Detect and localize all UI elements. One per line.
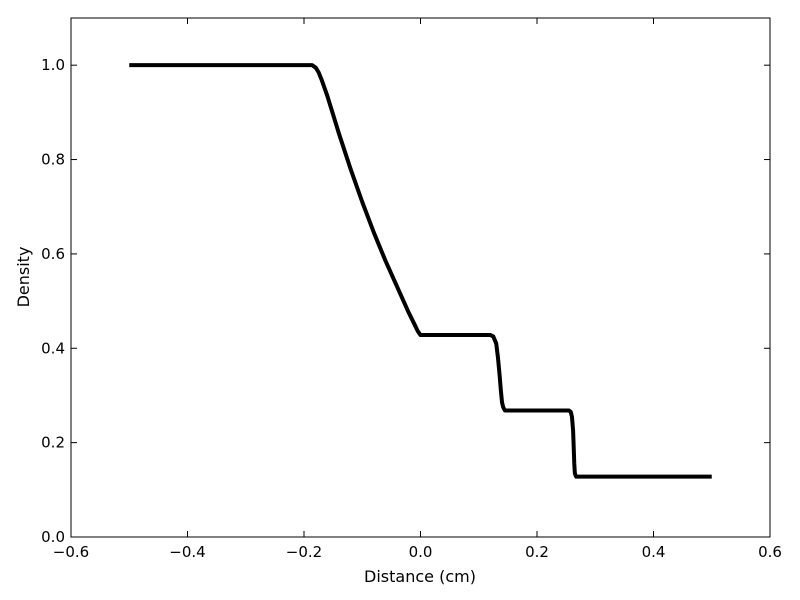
y-tick-label: 0.6 [41, 245, 65, 263]
y-tick-label: 0.4 [41, 339, 65, 357]
y-tick-label: 0.8 [41, 151, 65, 169]
x-tick-label: 0.6 [758, 543, 782, 561]
x-axis-label: Distance (cm) [364, 567, 476, 586]
density-series-line [129, 63, 712, 479]
x-axis-ticks: −0.6 −0.4 −0.2 0.0 0.2 0.4 0.6 [53, 18, 782, 561]
x-tick-label: 0.0 [409, 543, 433, 561]
x-tick-label: −0.2 [286, 543, 322, 561]
plot-frame [70, 17, 771, 538]
y-tick-label: 1.0 [41, 56, 65, 74]
x-tick-label: 0.2 [525, 543, 549, 561]
y-axis-ticks: 0.0 0.2 0.4 0.6 0.8 1.0 [41, 56, 770, 546]
x-tick-label: 0.4 [642, 543, 666, 561]
y-axis-label: Density [14, 247, 33, 308]
x-tick-label: −0.4 [169, 543, 205, 561]
y-tick-label: 0.2 [41, 434, 65, 452]
x-tick-label: −0.6 [53, 543, 89, 561]
y-tick-label: 0.0 [41, 528, 65, 546]
